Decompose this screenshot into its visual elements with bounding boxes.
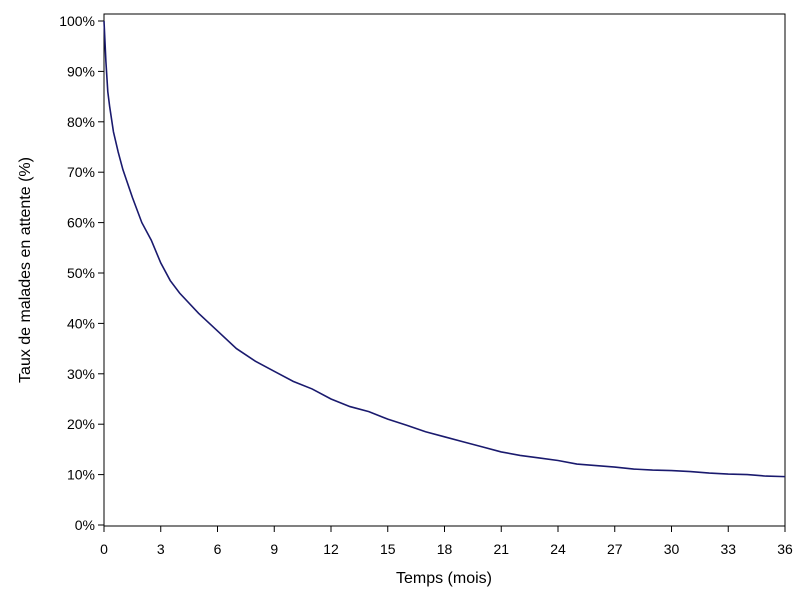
y-tick-label: 0% [75,517,95,533]
x-tick-label: 21 [493,541,509,557]
x-tick-label: 9 [270,541,278,557]
x-tick-label: 24 [550,541,566,557]
y-tick-label: 60% [67,215,95,231]
y-tick-label: 50% [67,265,95,281]
y-tick-label: 30% [67,366,95,382]
y-tick-label: 80% [67,114,95,130]
y-tick-label: 90% [67,63,95,79]
x-tick-label: 15 [380,541,396,557]
x-tick-label: 36 [777,541,793,557]
y-tick-label: 20% [67,416,95,432]
x-axis-title: Temps (mois) [396,570,492,587]
y-axis-ticks: 0% 10% 20% 30% 40% 50% 60% 70% 80% 90% 100% [59,13,104,533]
x-tick-label: 27 [607,541,623,557]
x-tick-label: 6 [214,541,222,557]
x-tick-label: 3 [157,541,165,557]
x-axis-ticks: 0 3 6 9 12 15 18 21 24 27 30 33 36 [100,526,793,557]
x-tick-label: 30 [664,541,680,557]
y-tick-label: 100% [59,13,95,29]
x-tick-label: 0 [100,541,108,557]
y-axis-title: Taux de malades en attente (%) [17,157,34,383]
x-tick-label: 33 [720,541,736,557]
x-tick-label: 18 [437,541,453,557]
series-line [103,20,786,478]
y-tick-label: 40% [67,315,95,331]
plot-frame [103,13,786,527]
x-tick-label: 12 [323,541,339,557]
y-tick-label: 70% [67,164,95,180]
y-tick-label: 10% [67,467,95,483]
